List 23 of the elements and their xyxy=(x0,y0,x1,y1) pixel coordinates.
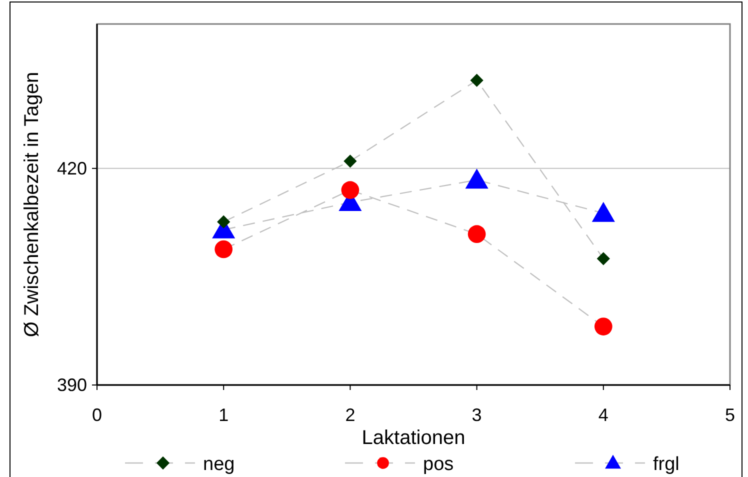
y-tick-label: 390 xyxy=(56,375,87,395)
x-tick-label: 4 xyxy=(598,405,608,425)
point xyxy=(214,240,233,258)
point xyxy=(594,318,612,336)
legend-label: frgl xyxy=(653,454,680,475)
point xyxy=(465,168,488,189)
legend-label: pos xyxy=(423,454,454,475)
legend-label: neg xyxy=(203,454,235,475)
point xyxy=(470,74,484,87)
point xyxy=(344,154,357,168)
y-axis-title: Ø Zwischenkalbezeit in Tagen xyxy=(21,72,43,338)
x-tick-label: 3 xyxy=(472,405,482,425)
point xyxy=(468,225,486,244)
x-axis-title: Laktationen xyxy=(362,427,466,449)
point xyxy=(217,215,230,228)
point xyxy=(596,252,610,266)
x-tick-label: 1 xyxy=(218,405,229,425)
x-tick-label: 0 xyxy=(92,405,102,425)
point xyxy=(341,181,360,199)
x-tick-label: 5 xyxy=(724,405,736,425)
point xyxy=(592,202,615,222)
x-tick-label: 2 xyxy=(345,405,356,425)
y-tick-label: 420 xyxy=(56,158,87,178)
